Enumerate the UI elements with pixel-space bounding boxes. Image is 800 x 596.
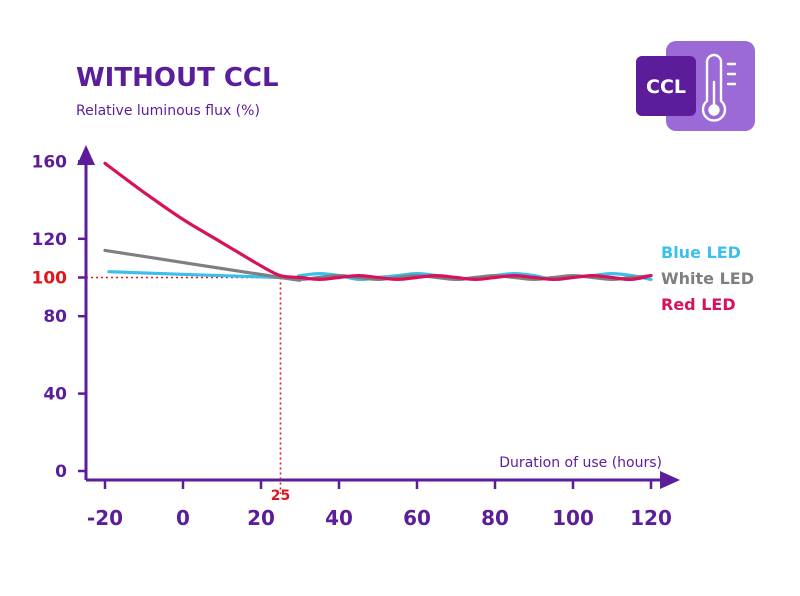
- ccl-badge-icon: CCL: [636, 41, 755, 131]
- x-tick-label: -20: [87, 506, 123, 530]
- series-line-red-led: [103, 161, 653, 282]
- legend: Blue LED White LED Red LED: [661, 243, 754, 314]
- x-axis-label: Duration of use (hours): [499, 455, 662, 471]
- x-tick-label: 60: [403, 506, 431, 530]
- x-axis-arrow: [660, 471, 680, 489]
- y-axis-arrow: [77, 145, 95, 165]
- series-group: [103, 161, 653, 282]
- x-tick-label: 100: [552, 506, 594, 530]
- x-tick-label: 80: [481, 506, 509, 530]
- y-tick-label: 160: [32, 152, 68, 172]
- axes: [77, 145, 680, 489]
- legend-entry-white-led: White LED: [661, 269, 754, 288]
- chart-title: WITHOUT CCL: [76, 63, 279, 93]
- legend-entry-blue-led: Blue LED: [661, 243, 741, 262]
- y-axis-label: Relative luminous flux (%): [76, 103, 260, 119]
- reference-x-label: 25: [271, 488, 290, 504]
- x-tick-label: 120: [630, 506, 672, 530]
- x-ticks: -20 0 20 40 60 80 100 120: [87, 480, 672, 530]
- y-ticks: 0 40 80 100 120 160: [32, 152, 86, 482]
- x-tick-label: 40: [325, 506, 353, 530]
- y-tick-label: 120: [32, 230, 68, 250]
- reference-lines: 25: [86, 276, 290, 504]
- x-tick-label: 0: [176, 506, 190, 530]
- badge-text: CCL: [646, 76, 686, 98]
- x-tick-label: 20: [247, 506, 275, 530]
- y-tick-label: 40: [43, 385, 67, 405]
- y-tick-label: 0: [55, 462, 67, 482]
- thermometer-icon: [701, 53, 737, 122]
- y-tick-label: 100: [32, 269, 68, 289]
- legend-entry-red-led: Red LED: [661, 295, 736, 314]
- y-tick-label: 80: [43, 307, 67, 327]
- badge-dark-square: [636, 56, 696, 116]
